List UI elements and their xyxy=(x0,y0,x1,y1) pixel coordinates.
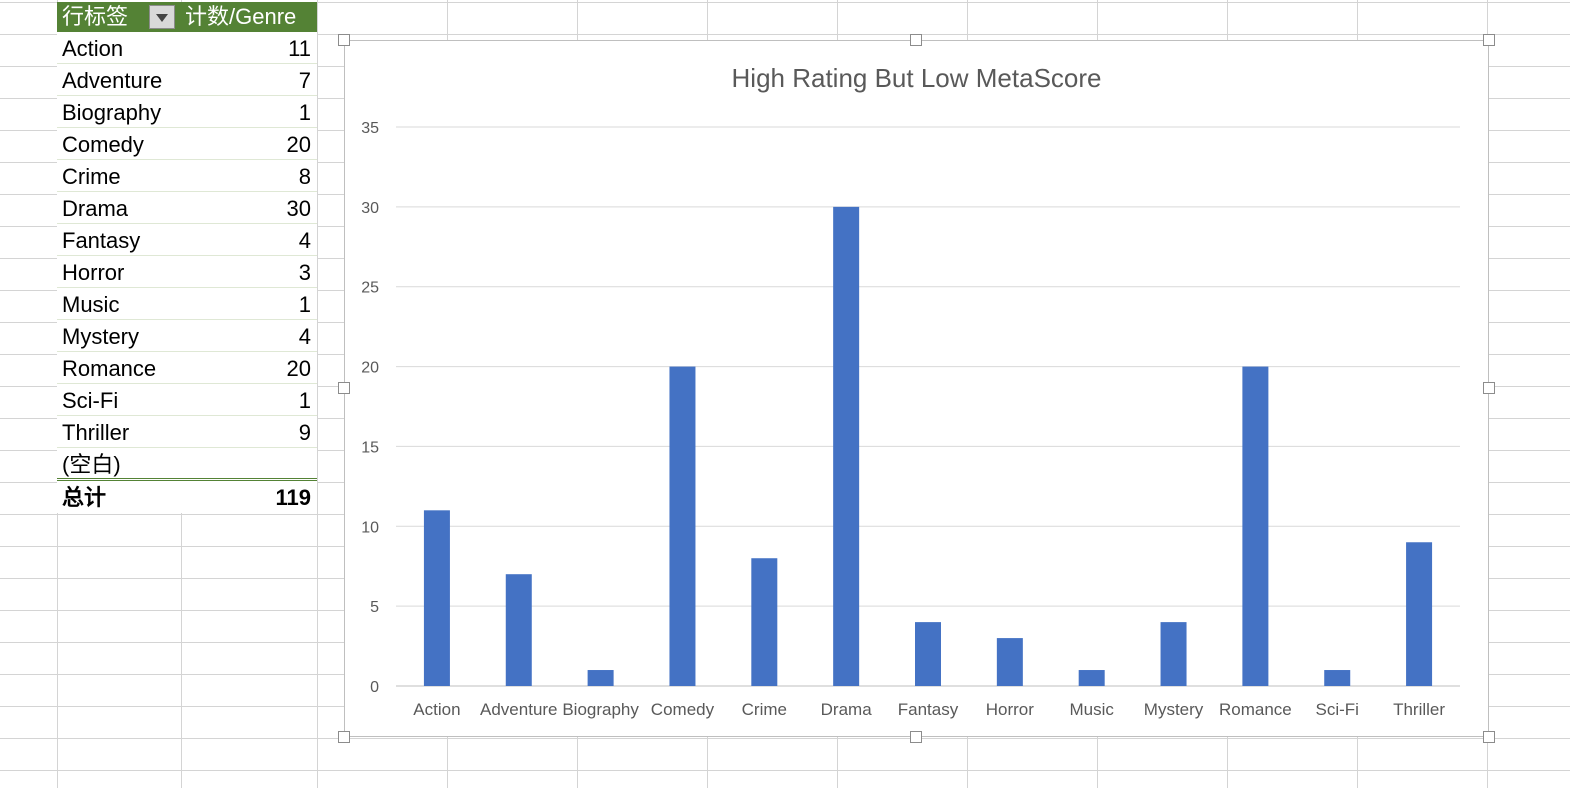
pivot-row-value: 3 xyxy=(298,260,311,285)
pivot-row-value: 30 xyxy=(286,196,311,221)
y-tick-label: 25 xyxy=(361,280,379,297)
pivot-row-value: 1 xyxy=(298,100,311,125)
bar-chart[interactable]: High Rating But Low MetaScore 0 5 10 15 20 25… xyxy=(344,40,1489,737)
bar-drama[interactable] xyxy=(833,206,860,686)
pivot-header: 行标签 计数/Genre xyxy=(57,2,317,32)
x-tick-label: Adventure xyxy=(480,700,558,719)
y-tick-label: 0 xyxy=(370,679,379,696)
pivot-row-sci-fi[interactable]: Sci-Fi 1 xyxy=(57,384,317,416)
pivot-row-label: Comedy xyxy=(62,132,144,157)
pivot-row-value: 20 xyxy=(286,132,311,157)
bar-horror[interactable] xyxy=(996,638,1023,686)
bar-biography[interactable] xyxy=(587,670,614,686)
pivot-row-value: 9 xyxy=(298,420,311,445)
resize-handle-left[interactable] xyxy=(338,382,350,394)
resize-handle-right[interactable] xyxy=(1483,382,1495,394)
pivot-row-adventure[interactable]: Adventure 7 xyxy=(57,64,317,96)
x-tick-label: Drama xyxy=(821,700,873,719)
pivot-row-biography[interactable]: Biography 1 xyxy=(57,96,317,128)
x-tick-label: Biography xyxy=(562,700,639,719)
pivot-row-label: Thriller xyxy=(62,420,130,445)
pivot-row-action[interactable]: Action 11 xyxy=(57,32,317,64)
pivot-row-label: Drama xyxy=(62,196,129,221)
y-tick-label: 20 xyxy=(361,360,379,377)
filter-dropdown-icon[interactable] xyxy=(149,5,175,29)
x-tick-label: Music xyxy=(1069,700,1114,719)
bar-comedy[interactable] xyxy=(669,366,696,686)
y-tick-label: 15 xyxy=(361,439,379,456)
bar-thriller[interactable] xyxy=(1406,542,1433,686)
x-tick-label: Horror xyxy=(986,700,1035,719)
bar-crime[interactable] xyxy=(751,558,778,686)
x-tick-label: Romance xyxy=(1219,700,1292,719)
count-genre-header: 计数/Genre xyxy=(185,4,297,29)
total-label: 总计 xyxy=(62,485,107,510)
chart-plot: 0 5 10 15 20 25 30 35 Action Adventure Biography Co… xyxy=(361,120,1460,719)
pivot-row-label: Biography xyxy=(62,100,162,125)
pivot-row-fantasy[interactable]: Fantasy 4 xyxy=(57,224,317,256)
pivot-row-romance[interactable]: Romance 20 xyxy=(57,352,317,384)
pivot-row-value: 7 xyxy=(298,68,311,93)
y-tick-label: 35 xyxy=(361,120,379,137)
pivot-total-row[interactable]: 总计 119 xyxy=(57,481,317,513)
bar-action[interactable] xyxy=(423,510,450,686)
pivot-row-value: 1 xyxy=(298,292,311,317)
resize-handle-top-left[interactable] xyxy=(338,34,350,46)
blank-label: (空白) xyxy=(62,452,121,477)
pivot-row-horror[interactable]: Horror 3 xyxy=(57,256,317,288)
bar-mystery[interactable] xyxy=(1160,622,1187,686)
pivot-row-value: 11 xyxy=(288,36,311,61)
pivot-row-thriller[interactable]: Thriller 9 xyxy=(57,416,317,448)
pivot-row-label: Music xyxy=(62,292,120,317)
pivot-row-value: 4 xyxy=(298,324,311,349)
resize-handle-bottom[interactable] xyxy=(910,731,922,743)
pivot-row-label: Sci-Fi xyxy=(62,388,119,413)
x-tick-label: Mystery xyxy=(1144,700,1204,719)
pivot-row-label: Action xyxy=(62,36,124,61)
pivot-table: 行标签 计数/Genre Action 11 Adventure 7 Biography… xyxy=(57,2,317,513)
x-tick-label: Action xyxy=(413,700,460,719)
pivot-row-comedy[interactable]: Comedy 20 xyxy=(57,128,317,160)
x-tick-label: Thriller xyxy=(1393,700,1445,719)
pivot-row-value: 20 xyxy=(286,356,311,381)
pivot-row-label: Romance xyxy=(62,356,157,381)
pivot-row-crime[interactable]: Crime 8 xyxy=(57,160,317,192)
resize-handle-bottom-right[interactable] xyxy=(1483,731,1495,743)
pivot-row-music[interactable]: Music 1 xyxy=(57,288,317,320)
bar-sci-fi[interactable] xyxy=(1324,670,1351,686)
pivot-row-label: Mystery xyxy=(62,324,139,349)
pivot-row-label: Adventure xyxy=(62,68,163,93)
chart-title[interactable]: High Rating But Low MetaScore xyxy=(731,63,1102,93)
bar-music[interactable] xyxy=(1078,670,1105,686)
row-labels-header: 行标签 xyxy=(62,4,129,29)
bar-adventure[interactable] xyxy=(505,574,532,686)
pivot-row-label: Horror xyxy=(62,260,125,285)
pivot-row-value: 8 xyxy=(298,164,311,189)
x-tick-label: Comedy xyxy=(651,700,715,719)
pivot-row-label: Crime xyxy=(62,164,121,189)
pivot-row-value: 1 xyxy=(298,388,311,413)
y-tick-label: 30 xyxy=(361,200,379,217)
y-tick-label: 10 xyxy=(361,519,379,536)
resize-handle-top[interactable] xyxy=(910,34,922,46)
pivot-blank-row[interactable]: (空白) xyxy=(57,448,317,481)
total-value: 119 xyxy=(275,485,312,510)
pivot-rows: Action 11 Adventure 7 Biography 1 Comedy 20 Crim… xyxy=(57,32,317,448)
x-tick-label: Crime xyxy=(742,700,787,719)
bar-romance[interactable] xyxy=(1242,366,1269,686)
pivot-row-drama[interactable]: Drama 30 xyxy=(57,192,317,224)
x-tick-label: Fantasy xyxy=(898,700,959,719)
pivot-row-mystery[interactable]: Mystery 4 xyxy=(57,320,317,352)
bar-fantasy[interactable] xyxy=(915,622,941,686)
pivot-row-label: Fantasy xyxy=(62,228,141,253)
resize-handle-top-right[interactable] xyxy=(1483,34,1495,46)
resize-handle-bottom-left[interactable] xyxy=(338,731,350,743)
pivot-row-value: 4 xyxy=(298,228,311,253)
x-tick-label: Sci-Fi xyxy=(1316,700,1359,719)
y-tick-label: 5 xyxy=(370,599,379,616)
